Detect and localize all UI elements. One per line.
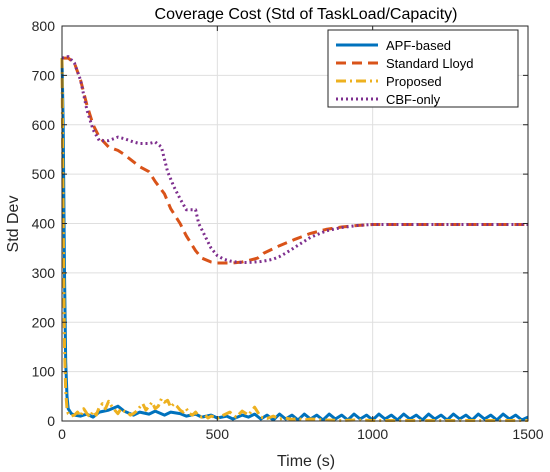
series-line-proposed bbox=[60, 58, 528, 422]
y-tick-label: 0 bbox=[47, 413, 55, 429]
y-tick-label: 700 bbox=[32, 67, 56, 83]
y-tick-label: 500 bbox=[32, 166, 56, 182]
legend-entry-label: Standard Lloyd bbox=[386, 56, 473, 71]
x-tick-label: 500 bbox=[206, 426, 230, 442]
series-line-cbf-only bbox=[61, 55, 528, 264]
y-tick-label: 600 bbox=[32, 117, 56, 133]
legend-entry-label: Proposed bbox=[386, 74, 442, 89]
y-tick-label: 800 bbox=[32, 18, 56, 34]
y-tick-label: 400 bbox=[32, 216, 56, 232]
legend-box bbox=[327, 29, 519, 108]
y-tick-label: 100 bbox=[32, 364, 56, 380]
y-axis-label: Std Dev bbox=[5, 196, 22, 253]
chart-title: Coverage Cost (Std of TaskLoad/Capacity) bbox=[155, 6, 458, 23]
x-tick-label: 0 bbox=[58, 426, 66, 442]
axis-ticks: 0 500 1000 1500 0 100 200 300 400 500 600 700 800 bbox=[32, 18, 544, 442]
x-tick-label: 1500 bbox=[512, 426, 543, 442]
legend-entry-label: CBF-only bbox=[386, 92, 441, 107]
legend-entry-label: APF-based bbox=[386, 38, 451, 53]
x-axis-label: Time (s) bbox=[277, 453, 335, 470]
y-tick-label: 200 bbox=[32, 314, 56, 330]
x-tick-label: 1000 bbox=[357, 426, 388, 442]
series-lines bbox=[60, 55, 529, 422]
legend: APF-based Standard Lloyd Proposed CBF-only bbox=[327, 29, 519, 108]
y-tick-label: 300 bbox=[32, 265, 56, 281]
